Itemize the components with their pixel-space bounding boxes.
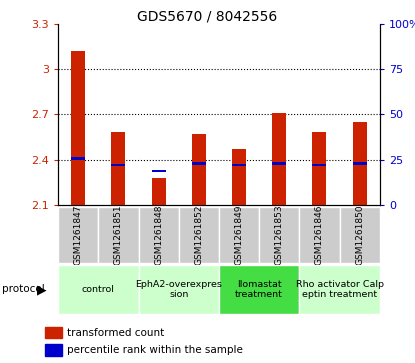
Bar [111, 164, 125, 166]
Text: control: control [82, 285, 115, 294]
Bar [179, 207, 219, 263]
Text: EphA2-overexpres
sion: EphA2-overexpres sion [135, 280, 222, 299]
Text: percentile rank within the sample: percentile rank within the sample [67, 345, 243, 355]
Bar [71, 157, 85, 160]
Text: GSM1261853: GSM1261853 [275, 205, 284, 265]
Bar [312, 132, 327, 205]
Bar [299, 265, 380, 314]
Text: ▶: ▶ [37, 283, 46, 296]
Bar [272, 113, 286, 205]
Bar [139, 207, 179, 263]
Text: GDS5670 / 8042556: GDS5670 / 8042556 [137, 9, 278, 23]
Text: protocol: protocol [2, 285, 45, 294]
Bar [272, 162, 286, 165]
Text: Ilomastat
treatment: Ilomastat treatment [235, 280, 283, 299]
Text: GSM1261849: GSM1261849 [234, 205, 244, 265]
Bar [353, 162, 367, 165]
Bar [151, 178, 166, 205]
Bar [192, 162, 206, 165]
Bar [219, 207, 259, 263]
Bar [151, 170, 166, 172]
Text: Rho activator Calp
eptin treatment: Rho activator Calp eptin treatment [295, 280, 383, 299]
Bar [71, 51, 85, 205]
Bar [139, 265, 219, 314]
Bar [98, 207, 139, 263]
Text: GSM1261850: GSM1261850 [355, 205, 364, 265]
Bar [58, 265, 139, 314]
Text: GSM1261847: GSM1261847 [74, 205, 83, 265]
Bar [299, 207, 339, 263]
Bar [232, 164, 246, 166]
Bar [339, 207, 380, 263]
Bar [45, 327, 61, 338]
Text: GSM1261846: GSM1261846 [315, 205, 324, 265]
Text: GSM1261848: GSM1261848 [154, 205, 163, 265]
Text: transformed count: transformed count [67, 327, 164, 338]
Bar [219, 265, 299, 314]
Bar [259, 207, 299, 263]
Text: GSM1261851: GSM1261851 [114, 205, 123, 265]
Bar [45, 344, 61, 356]
Bar [353, 122, 367, 205]
Bar [58, 207, 98, 263]
Bar [312, 164, 327, 166]
Text: GSM1261852: GSM1261852 [194, 205, 203, 265]
Bar [111, 132, 125, 205]
Bar [232, 149, 246, 205]
Bar [192, 134, 206, 205]
